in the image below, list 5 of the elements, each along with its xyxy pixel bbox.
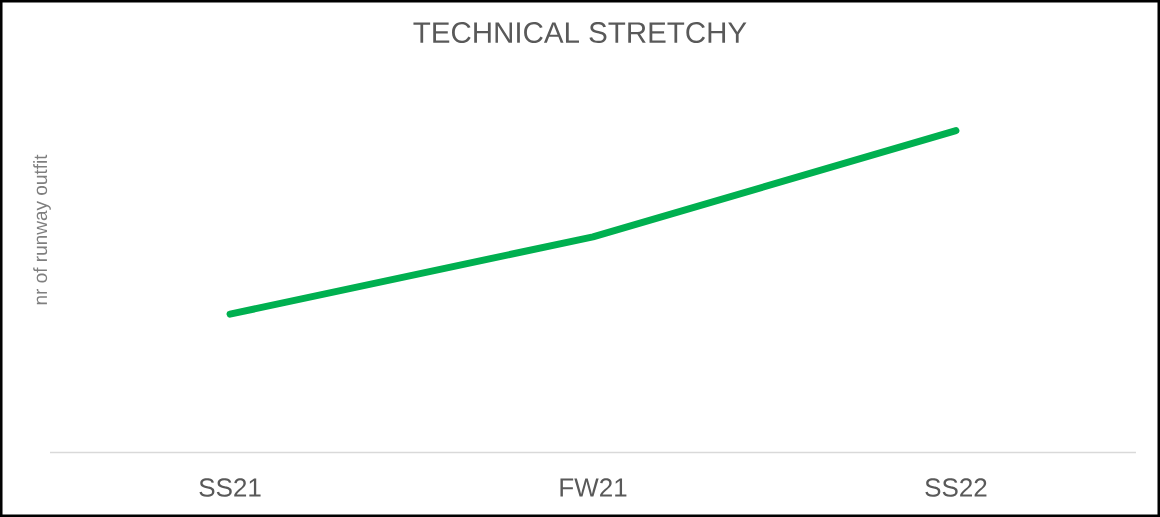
y-axis-title: nr of runway outfit [33,154,51,305]
x-tick-label: SS21 [199,478,261,497]
x-tick-label: SS22 [925,478,987,497]
x-tick-label: FW21 [560,478,627,497]
chart-title: TECHNICAL STRETCHY [413,22,747,43]
